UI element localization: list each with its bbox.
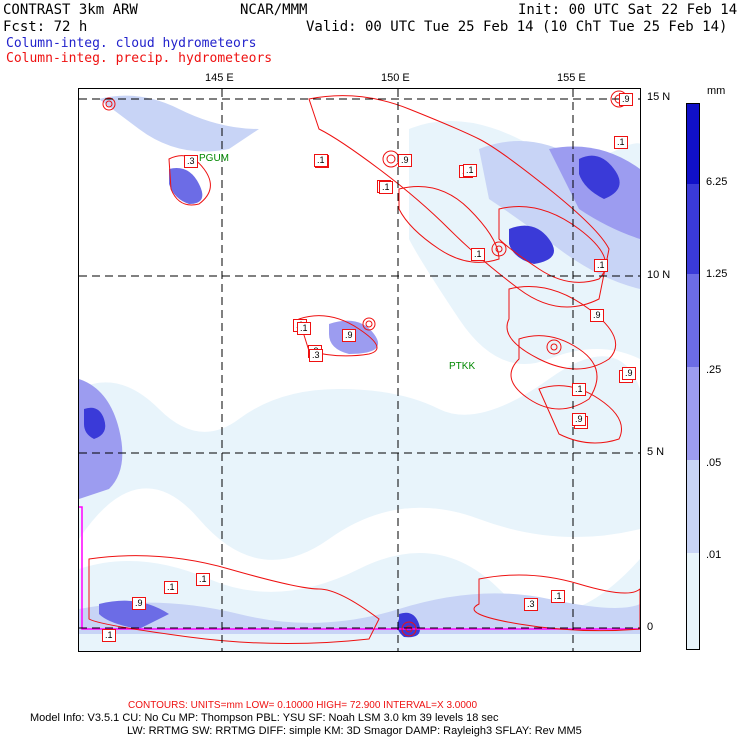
colorbar-label: .05 [706, 457, 722, 469]
model-info-line1: Model Info: V3.5.1 CU: No Cu MP: Thompso… [30, 712, 499, 724]
contour-label: .1 [551, 590, 565, 603]
contour-label: .9 [619, 93, 633, 106]
contour-label: .9 [132, 597, 146, 610]
contour-label: .1 [314, 154, 328, 167]
colorbar-label: .01 [706, 549, 722, 561]
contour-info: CONTOURS: UNITS=mm LOW= 0.10000 HIGH= 72… [128, 700, 478, 711]
contour-label: .3 [524, 598, 538, 611]
lat-lon-grid [79, 89, 640, 651]
lon-label: 145 E [205, 72, 234, 84]
valid-time: Valid: 00 UTC Tue 25 Feb 14 (10 ChT Tue … [306, 19, 728, 35]
field-precip-label: Column-integ. precip. hydrometeors [6, 51, 273, 66]
contour-label: .1 [572, 383, 586, 396]
contour-label: .9 [622, 367, 636, 380]
colorbar-swatch [687, 460, 699, 553]
colorbar-label: 6.25 [706, 176, 728, 188]
lon-label: 150 E [381, 72, 410, 84]
colorbar-label: 1.25 [706, 268, 728, 280]
station-pgum: PGUM [199, 153, 229, 164]
contour-label: .1 [102, 629, 116, 642]
colorbar-unit: mm [707, 85, 726, 97]
contour-label: .1 [471, 248, 485, 261]
contour-label: .1 [164, 581, 178, 594]
lon-label: 155 E [557, 72, 586, 84]
contour-label: .9 [398, 154, 412, 167]
contour-label: .3 [184, 155, 198, 168]
colorbar-swatch [687, 184, 699, 274]
lat-label: 0 [647, 621, 654, 633]
contour-label: .3 [309, 349, 323, 362]
model-title: CONTRAST 3km ARW [3, 2, 138, 18]
contour-label: .1 [196, 573, 210, 586]
colorbar-label: .25 [706, 364, 722, 376]
field-cloud-label: Column-integ. cloud hydrometeors [6, 36, 257, 51]
precip-contours [88, 90, 640, 645]
lat-label: 15 N [647, 91, 671, 103]
contour-label: .9 [572, 413, 586, 426]
colorbar-swatch [687, 367, 699, 460]
colorbar-swatch [687, 274, 699, 367]
org-label: NCAR/MMM [240, 2, 308, 18]
contour-label: .1 [594, 259, 608, 272]
coastline [79, 506, 640, 630]
contour-label: .1 [379, 181, 393, 194]
contour-label: .9 [342, 329, 356, 342]
cloud-shading [79, 95, 640, 651]
lat-label: 10 N [647, 269, 671, 281]
map-panel[interactable]: PGUM PTKK .3 .1 .9 .1 .9 .9 .1 .1 .1 .1 .9 .3 .1 .9 .1… [78, 88, 641, 652]
colorbar-swatch [687, 553, 699, 649]
init-time: Init: 00 UTC Sat 22 Feb 14 [518, 2, 738, 18]
station-ptkk: PTKK [449, 361, 476, 372]
contour-label: .1 [614, 136, 628, 149]
model-info-line2: LW: RRTMG SW: RRTMG DIFF: simple KM: 3D … [127, 725, 582, 737]
colorbar [686, 103, 700, 650]
contour-label: .1 [463, 164, 477, 177]
contour-label: .1 [297, 322, 311, 335]
colorbar-swatch [687, 104, 699, 184]
lat-label: 5 N [647, 446, 665, 458]
contour-label: .9 [590, 309, 604, 322]
forecast-hour: Fcst: 72 h [3, 19, 88, 35]
map-svg [79, 89, 640, 651]
